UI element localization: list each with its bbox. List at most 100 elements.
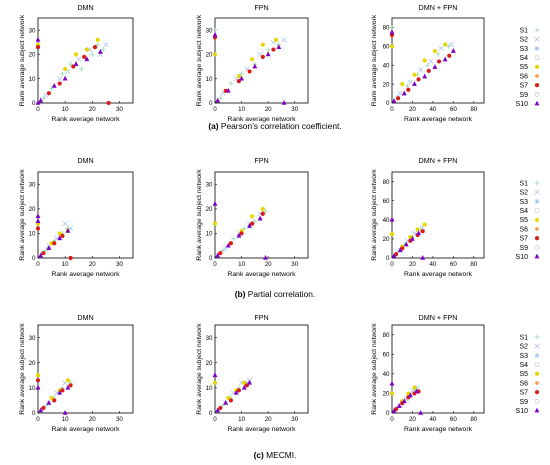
legend-entry-label: S3: [519, 353, 528, 360]
data-point-marker: [436, 59, 442, 64]
legend-entry-label: S7: [519, 83, 528, 90]
legend-marker: [534, 100, 540, 106]
y-tick-label: 40: [383, 371, 390, 378]
data-point-marker: [46, 399, 52, 405]
data-point-marker: [98, 49, 103, 54]
legend-marker: [534, 83, 540, 88]
x-tick-label: 0: [36, 261, 40, 268]
plot-title: DMN + FPN: [419, 3, 458, 12]
data-point-marker: [420, 229, 425, 234]
y-tick-label: 20: [383, 236, 390, 243]
legend-marker: [534, 343, 540, 349]
data-point-marker: [236, 74, 242, 79]
data-point-marker: [263, 208, 268, 214]
x-tick-label: 0: [390, 261, 394, 268]
y-tick-label: 60: [383, 44, 390, 51]
data-point-marker: [250, 221, 255, 226]
legend-entry-label: S6: [519, 226, 528, 233]
data-point-marker: [408, 392, 413, 398]
plot-frame: [214, 324, 309, 414]
x-tick-label: 20: [409, 106, 416, 113]
data-point-marker: [260, 54, 265, 59]
legend-entry-label: S7: [519, 390, 528, 397]
legend-entry-label: S1: [519, 180, 528, 187]
data-point-marker: [41, 405, 46, 411]
data-point-marker: [448, 41, 454, 48]
scatter-plot-3-2: 0 10 20 30 0 10 20 30 FPN Rank average network Ran…: [196, 313, 309, 433]
data-point-marker: [68, 61, 73, 67]
x-tick-label: 30: [291, 261, 298, 268]
panel-caption-1: (a) Pearson’s correlation coefficient.: [208, 121, 341, 131]
data-point-marker: [263, 255, 268, 260]
scatter-plot-1-2: 0 10 20 30 0 10 20 30 FPN Rank average network Ran…: [196, 3, 309, 123]
x-tick-label: 20: [409, 261, 416, 268]
data-point-marker: [46, 91, 51, 96]
data-point-marker: [412, 81, 417, 86]
plot-title: DMN: [77, 3, 93, 12]
data-point-marker: [62, 410, 68, 415]
x-axis-label: Rank average network: [227, 271, 296, 278]
legend-marker: [534, 208, 540, 213]
y-tick-label: 10: [206, 385, 213, 392]
legend-entry-label: S10: [516, 101, 529, 108]
data-point-marker: [57, 76, 63, 82]
data-point-marker: [212, 380, 218, 385]
data-point-marker: [396, 96, 401, 101]
x-tick-label: 10: [238, 106, 245, 113]
x-tick-label: 20: [265, 106, 272, 113]
plot-frame: [391, 171, 485, 259]
data-point-marker: [57, 235, 63, 241]
data-point-marker: [396, 403, 402, 408]
data-point-marker: [435, 51, 441, 57]
legend-entry-label: S5: [519, 64, 528, 71]
legend-marker: [534, 380, 540, 386]
plot-frame: [37, 17, 134, 104]
legend-row-2: S1 S2 S3 S4 S5 S6 S7 S9 S10: [516, 180, 540, 261]
y-tick-label: 20: [383, 391, 390, 398]
data-point-marker: [281, 37, 287, 43]
x-tick-label: 30: [116, 261, 123, 268]
legend-marker: [534, 180, 540, 186]
x-tick-label: 0: [213, 261, 217, 268]
legend-marker: [534, 245, 540, 250]
y-tick-label: 0: [209, 410, 213, 417]
plot-title: DMN: [77, 156, 93, 165]
x-tick-label: 10: [62, 416, 69, 423]
y-axis-label: Rank average subject network: [371, 14, 378, 106]
y-tick-label: 0: [386, 410, 390, 417]
data-point-marker: [226, 395, 231, 401]
legend-marker: [534, 27, 540, 33]
data-point-marker: [52, 241, 57, 246]
data-point-marker: [220, 403, 226, 408]
y-axis-label: Rank average subject network: [19, 169, 26, 261]
x-tick-label: 0: [36, 416, 40, 423]
x-tick-label: 30: [291, 416, 298, 423]
legend-marker: [534, 92, 540, 97]
data-point-marker: [400, 82, 405, 87]
data-point-marker: [416, 77, 421, 82]
plot-title: DMN + FPN: [419, 313, 458, 322]
legend-entry-label: S5: [519, 371, 528, 378]
y-tick-label: 10: [29, 231, 36, 238]
legend-marker: [534, 353, 540, 358]
data-point-marker: [407, 79, 414, 85]
data-point-marker: [422, 222, 427, 227]
data-point-marker: [57, 389, 63, 395]
legend-marker: [534, 407, 540, 413]
data-point-marker: [65, 378, 70, 383]
y-tick-label: 60: [383, 352, 390, 359]
data-point-marker: [49, 86, 54, 91]
x-axis-label: Rank average network: [51, 116, 120, 123]
y-tick-label: 40: [383, 217, 390, 224]
data-point-marker: [236, 388, 242, 393]
data-point-marker: [410, 235, 415, 241]
x-tick-label: 40: [429, 416, 436, 423]
data-point-marker: [389, 29, 395, 34]
y-tick-label: 0: [209, 255, 213, 262]
y-tick-label: 20: [206, 360, 213, 367]
x-tick-label: 30: [291, 106, 298, 113]
data-point-marker: [242, 380, 247, 385]
x-tick-label: 0: [213, 416, 217, 423]
legend-entry-label: S3: [519, 46, 528, 53]
